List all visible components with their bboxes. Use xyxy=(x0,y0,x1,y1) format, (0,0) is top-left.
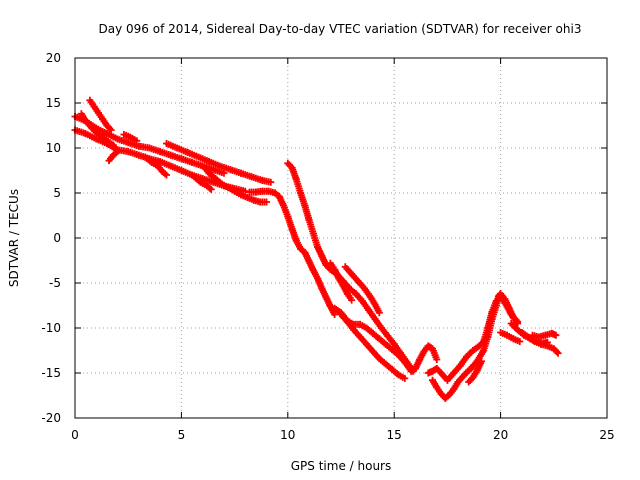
data-point xyxy=(207,185,215,193)
y-tick-label: 0 xyxy=(53,231,61,245)
x-axis-tick-labels: 0 5 10 15 20 25 xyxy=(71,428,614,442)
data-point xyxy=(348,296,356,304)
y-axis-label: SDTVAR / TECUs xyxy=(7,189,21,287)
y-tick-label: 15 xyxy=(46,96,61,110)
data-point xyxy=(206,184,214,192)
data-point xyxy=(516,338,524,345)
y-tick-label: 20 xyxy=(46,51,61,65)
data-point xyxy=(552,331,560,339)
x-tick-label: 10 xyxy=(280,428,295,442)
x-axis-label: GPS time / hours xyxy=(291,459,392,473)
y-tick-label: -10 xyxy=(41,321,61,335)
data-points xyxy=(71,96,562,402)
data-point xyxy=(163,171,171,179)
data-point xyxy=(477,357,485,365)
data-point xyxy=(161,170,169,178)
x-tick-label: 20 xyxy=(493,428,508,442)
x-tick-label: 25 xyxy=(599,428,614,442)
data-point xyxy=(375,309,383,317)
data-point xyxy=(554,349,562,357)
data-point xyxy=(331,311,339,318)
data-point xyxy=(105,157,113,165)
data-point xyxy=(267,178,275,186)
grid-lines xyxy=(75,58,607,418)
data-point xyxy=(107,126,115,134)
axis-ticks xyxy=(74,57,608,419)
y-tick-label: -5 xyxy=(49,276,61,290)
y-tick-label: -15 xyxy=(41,366,61,380)
y-tick-label: -20 xyxy=(41,411,61,425)
x-tick-label: 15 xyxy=(387,428,402,442)
data-point xyxy=(263,198,271,206)
y-tick-label: 5 xyxy=(53,186,61,200)
y-tick-label: 10 xyxy=(46,141,61,155)
x-tick-label: 5 xyxy=(178,428,186,442)
x-tick-label: 0 xyxy=(71,428,79,442)
data-point xyxy=(133,137,141,145)
y-axis-tick-labels: -20 -15 -10 -5 0 5 10 15 20 xyxy=(41,51,61,425)
chart-title: Day 096 of 2014, Sidereal Day-to-day VTE… xyxy=(99,22,582,36)
data-point xyxy=(401,374,409,382)
data-point xyxy=(433,356,441,363)
